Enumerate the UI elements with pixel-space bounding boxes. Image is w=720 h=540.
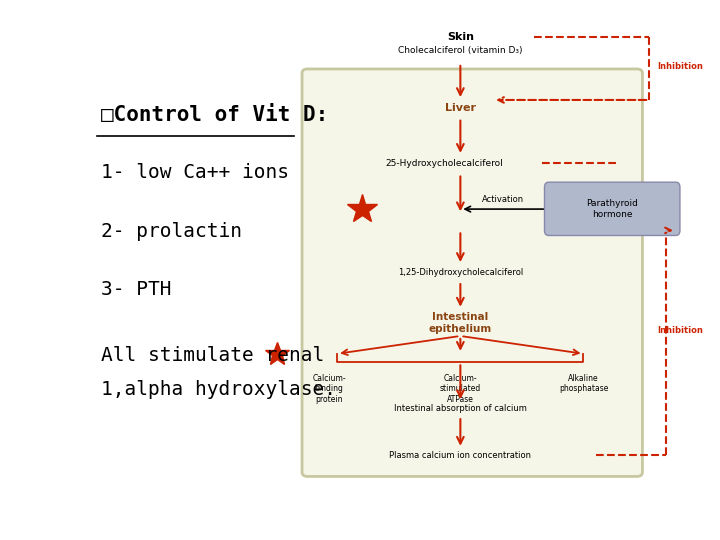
Text: Cholecalciferol (vitamin D₃): Cholecalciferol (vitamin D₃) [398, 46, 523, 55]
Text: Inhibition: Inhibition [657, 326, 703, 335]
Text: 2- prolactin: 2- prolactin [101, 221, 242, 241]
Text: Skin: Skin [447, 31, 474, 42]
Text: Liver: Liver [445, 103, 476, 112]
FancyBboxPatch shape [544, 182, 680, 235]
Text: Activation: Activation [482, 195, 525, 204]
Text: 1- low Ca++ ions: 1- low Ca++ ions [101, 164, 289, 183]
Text: Plasma calcium ion concentration: Plasma calcium ion concentration [390, 451, 531, 460]
Text: Parathyroid
hormone: Parathyroid hormone [586, 199, 638, 219]
Text: 25-Hydroxycholecalciferol: 25-Hydroxycholecalciferol [385, 159, 503, 168]
FancyBboxPatch shape [302, 69, 642, 476]
Text: All stimulate renal: All stimulate renal [101, 346, 325, 366]
Text: 1,alpha hydroxylase.: 1,alpha hydroxylase. [101, 380, 336, 399]
Text: Calcium-
stimulated
ATPase: Calcium- stimulated ATPase [440, 374, 481, 404]
Text: □Control of Vit D:: □Control of Vit D: [101, 105, 328, 125]
Text: Inhibition: Inhibition [657, 63, 703, 71]
Text: Calcium-
binding
protein: Calcium- binding protein [312, 374, 346, 404]
Text: Alkaline
phosphatase: Alkaline phosphatase [559, 374, 608, 394]
Text: Intestinal absorption of calcium: Intestinal absorption of calcium [394, 403, 527, 413]
Text: Intestinal
epithelium: Intestinal epithelium [428, 313, 492, 334]
Text: 1,25-Dihydroxycholecalciferol: 1,25-Dihydroxycholecalciferol [397, 267, 523, 276]
Text: 3- PTH: 3- PTH [101, 280, 171, 299]
